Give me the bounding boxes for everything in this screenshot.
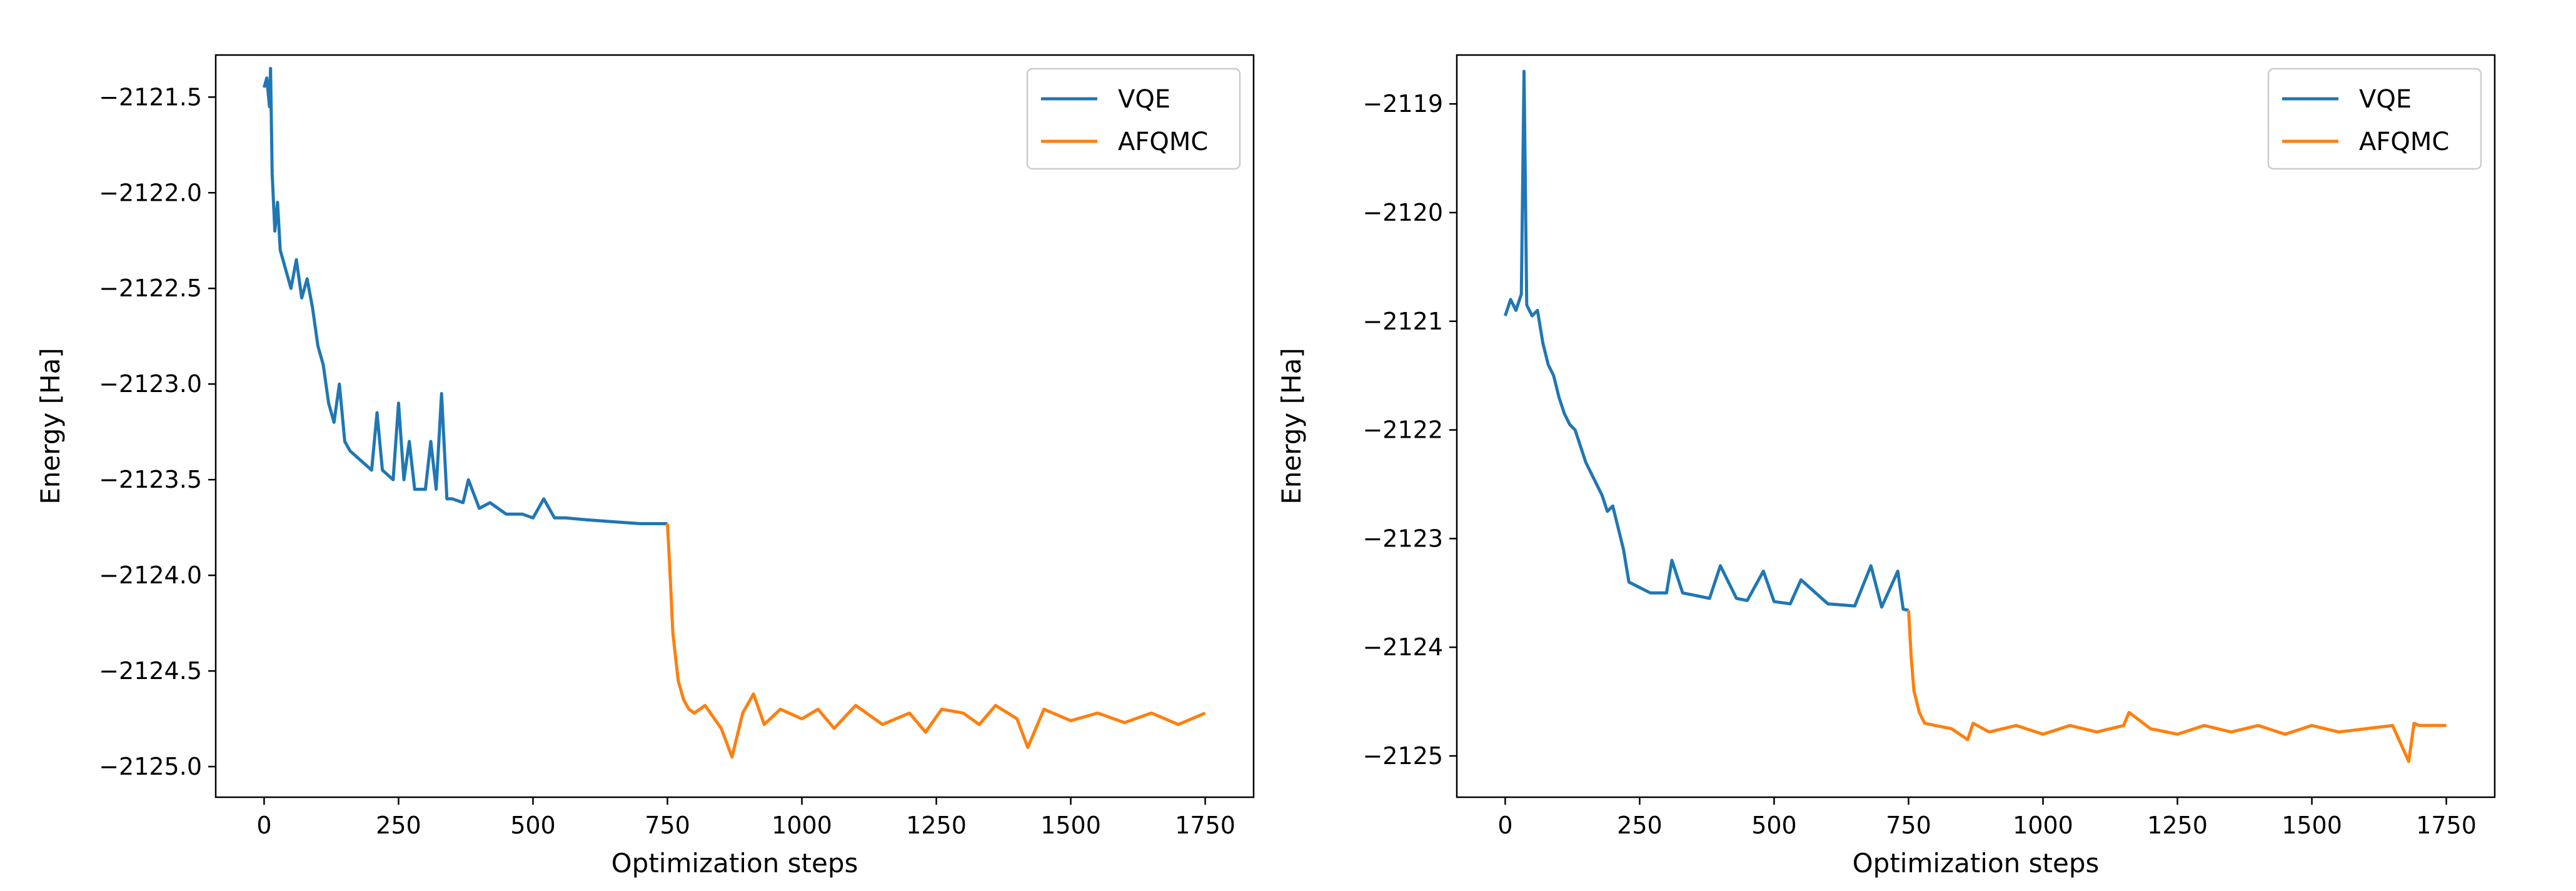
y-axis-label: Energy [Ha] — [35, 348, 66, 504]
x-tick-label: 0 — [1497, 812, 1512, 839]
axes-frame — [1456, 54, 2496, 798]
x-tick-label: 1250 — [2147, 812, 2208, 839]
x-tick-label: 250 — [376, 812, 421, 839]
x-tick-label: 1750 — [1175, 812, 1235, 839]
chart-panel-1: 0 250 500 750 1000 1250 1500 1750 −2121.5 −2122.0… — [35, 54, 1255, 878]
y-tick-label: −2122 — [1362, 416, 1443, 444]
series-line-afqmc — [1907, 610, 2447, 763]
x-axis-label: Optimization steps — [611, 848, 858, 878]
x-tick-label: 500 — [1751, 812, 1797, 839]
legend-label-vqe: VQE — [1118, 85, 1170, 114]
legend-box — [1026, 68, 1241, 170]
x-tick-label: 1750 — [2416, 812, 2477, 839]
x-tick-label: 750 — [645, 812, 690, 839]
y-tick-label: −2122.0 — [99, 179, 202, 206]
x-tick-label: 1000 — [772, 812, 832, 839]
legend: VQE AFQMC — [2267, 68, 2482, 170]
series-line-vqe — [1504, 69, 1909, 612]
series-line-afqmc — [666, 523, 1206, 759]
x-tick-label: 500 — [510, 812, 556, 839]
y-tick-label: −2124 — [1362, 633, 1443, 661]
y-tick-label: −2124.5 — [99, 657, 202, 685]
y-tick-label: −2124.0 — [99, 561, 202, 589]
y-tick-label: −2120 — [1362, 199, 1443, 226]
y-axis-label: Energy [Ha] — [1276, 348, 1307, 504]
y-tick-label: −2123.5 — [99, 466, 202, 493]
x-axis-label: Optimization steps — [1853, 848, 2100, 878]
y-tick-label: −2123 — [1362, 525, 1443, 552]
legend-label-afqmc: AFQMC — [2359, 128, 2449, 156]
y-tick-label: −2123.0 — [99, 370, 202, 398]
legend: VQE AFQMC — [1026, 68, 1241, 170]
y-tick-label: −2119 — [1362, 90, 1443, 118]
y-tick-label: −2125.0 — [99, 753, 202, 780]
x-tick-label: 0 — [256, 812, 271, 839]
legend-box — [2267, 68, 2482, 170]
x-tick-label: 750 — [1886, 812, 1931, 839]
chart-panel-2: 0 250 500 750 1000 1250 1500 1750 −2119 −2120 −212… — [1276, 54, 2496, 878]
x-tick-label: 1500 — [1040, 812, 1101, 839]
y-tick-label: −2121.5 — [99, 83, 202, 111]
x-tick-label: 1500 — [2282, 812, 2342, 839]
x-tick-label: 1250 — [906, 812, 967, 839]
legend-label-vqe: VQE — [2359, 85, 2412, 114]
y-tick-label: −2121 — [1362, 308, 1443, 335]
series-line-vqe — [262, 66, 668, 525]
x-tick-label: 250 — [1617, 812, 1663, 839]
x-tick-label: 1000 — [2013, 812, 2073, 839]
axes-frame — [214, 54, 1255, 798]
y-tick-label: −2122.5 — [99, 274, 202, 302]
legend-label-afqmc: AFQMC — [1118, 128, 1208, 156]
y-tick-label: −2125 — [1362, 742, 1443, 770]
